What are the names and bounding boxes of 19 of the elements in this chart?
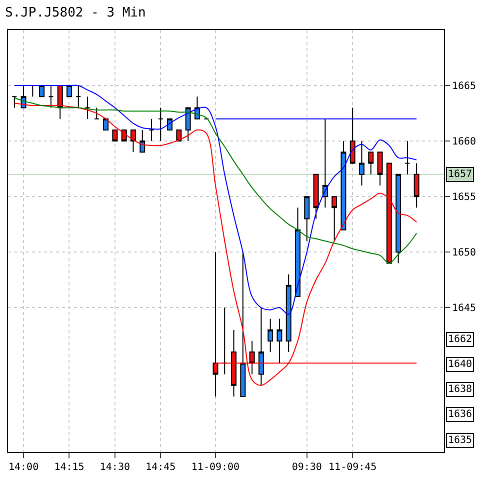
y-tick-label: 1645 (452, 303, 476, 314)
text: 1640 (448, 359, 472, 370)
x-tick-label: 14:30 (100, 462, 130, 473)
x-tick-label: 09:30 (292, 462, 322, 473)
y-tick-label: 1650 (452, 248, 476, 259)
x-tick-label: 11-09:00 (191, 462, 240, 473)
y-tick-label: 1660 (452, 136, 476, 148)
x-tick-label: 14:15 (54, 462, 84, 473)
text: 1662 (448, 334, 472, 345)
x-tick-label: 11-09:45 (328, 462, 377, 473)
text: 1635 (448, 435, 472, 446)
y-tick-label: 1665 (452, 81, 476, 92)
ref-line-label: 1657 (448, 169, 472, 180)
text: 1638 (448, 384, 472, 395)
x-tick-label: 14:00 (8, 462, 39, 473)
text: 1636 (448, 409, 472, 420)
x-tick-label: 14:45 (146, 462, 176, 473)
chart-title: S.JP.J5802 - 3 Min (4, 5, 146, 20)
y-tick-label: 1655 (452, 192, 476, 204)
